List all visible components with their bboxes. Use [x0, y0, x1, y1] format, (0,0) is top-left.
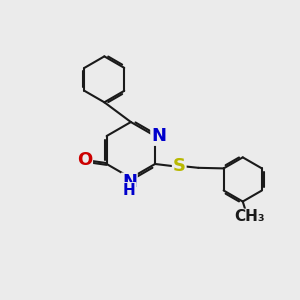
Text: O: O — [77, 151, 92, 169]
Text: N: N — [122, 173, 137, 191]
Text: CH₃: CH₃ — [234, 209, 265, 224]
Text: S: S — [173, 157, 186, 175]
Text: N: N — [151, 127, 166, 145]
Text: H: H — [123, 183, 136, 198]
